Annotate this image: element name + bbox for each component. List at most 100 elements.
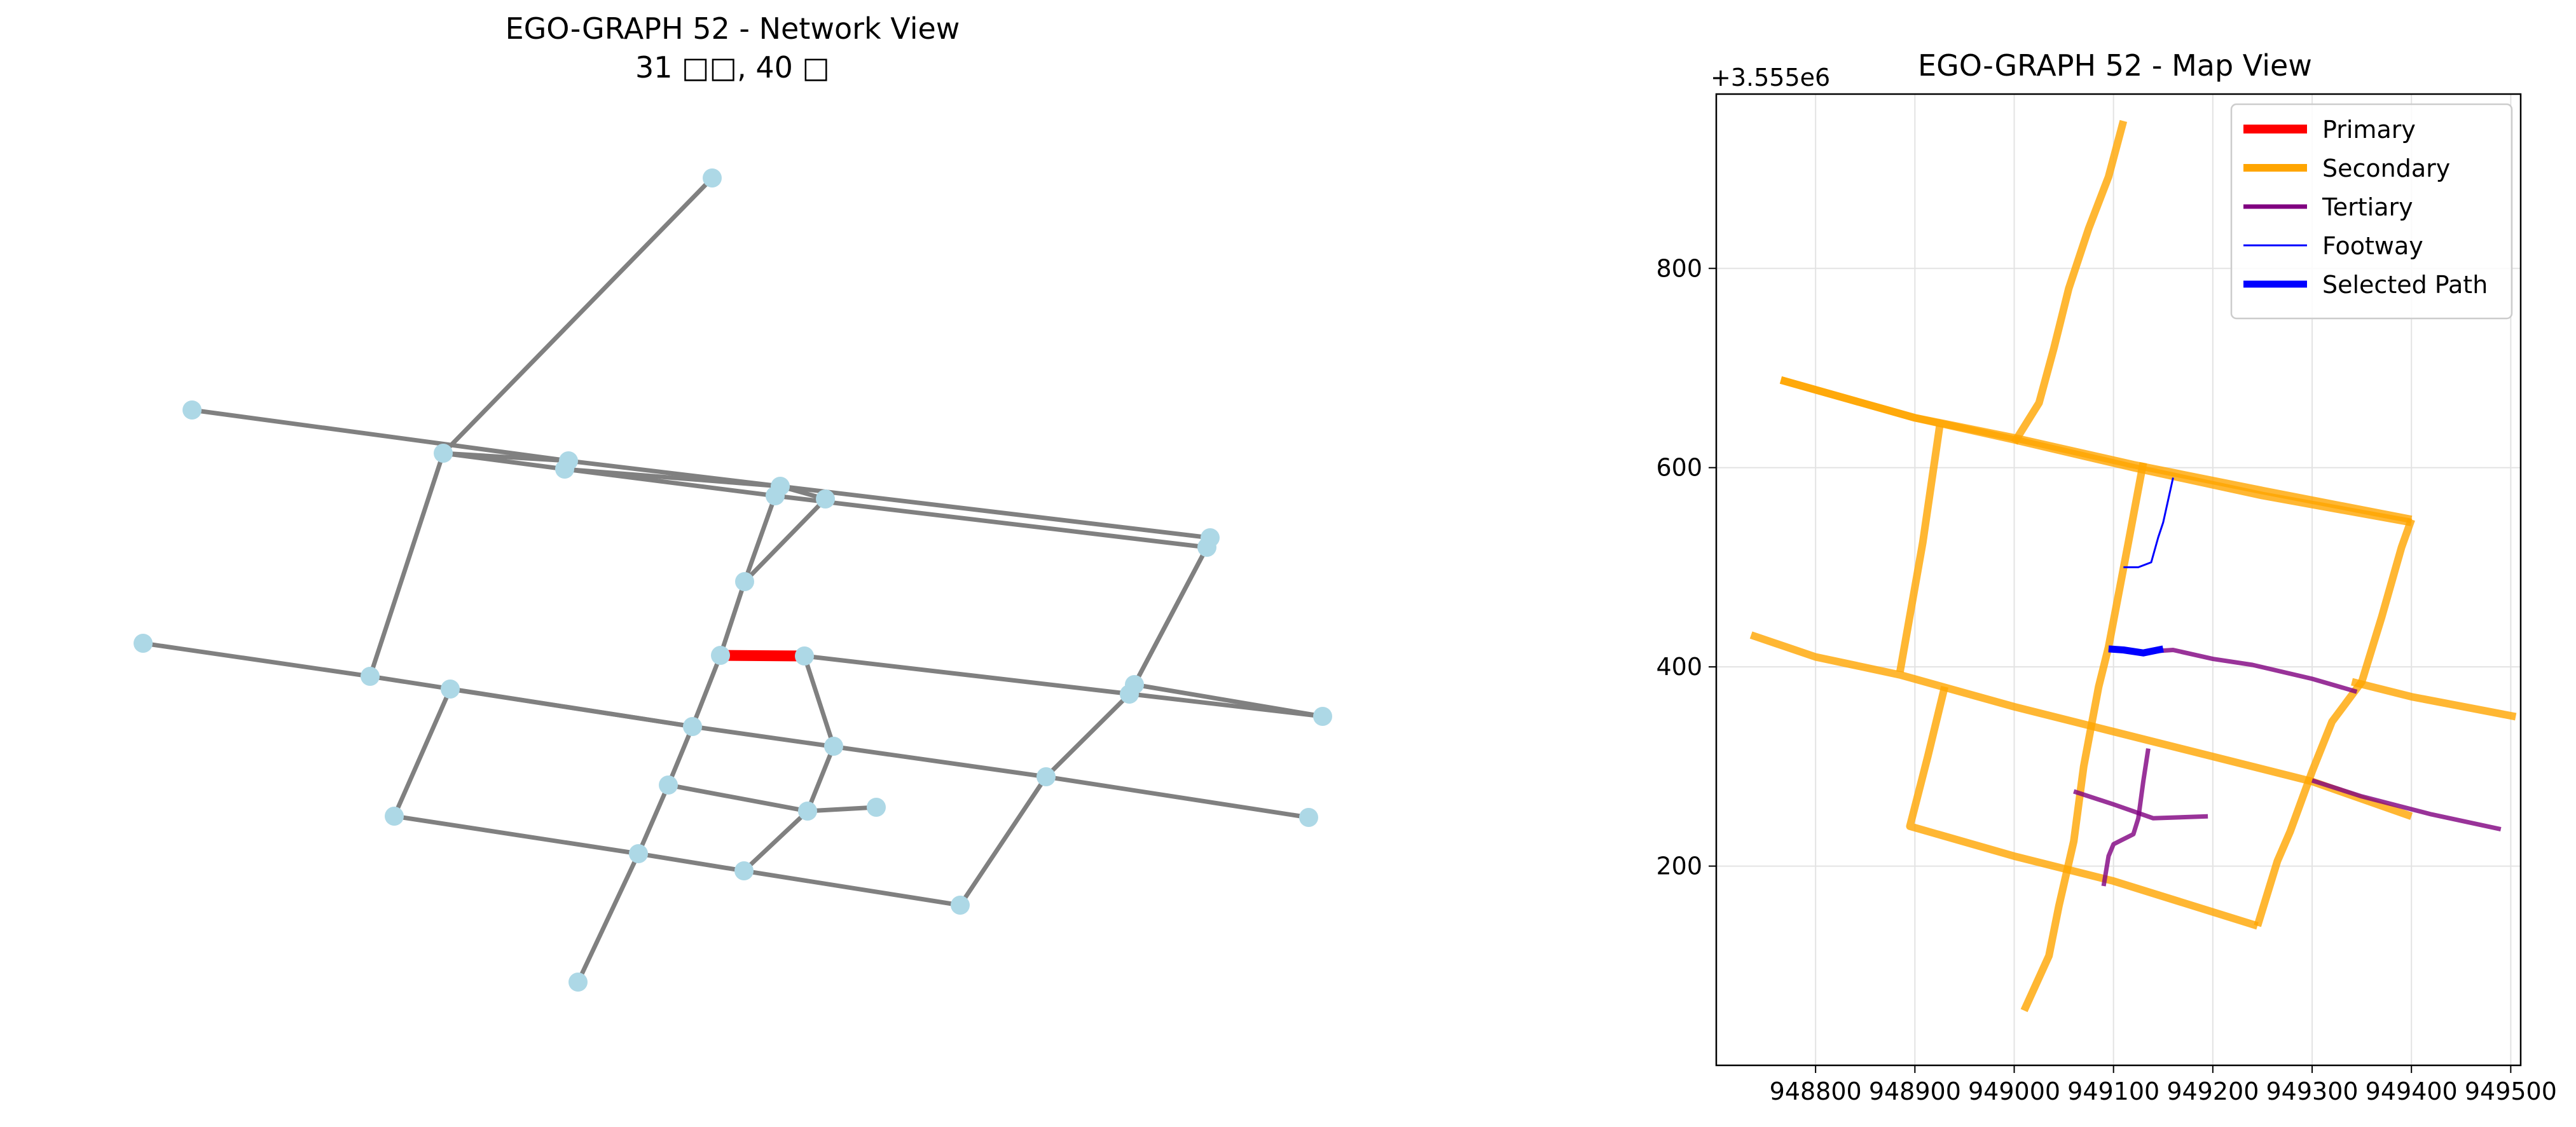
network-highlighted-edge xyxy=(720,650,805,662)
map-y-tick-label: 400 xyxy=(1656,653,1702,681)
network-node xyxy=(629,844,648,863)
network-edge xyxy=(368,451,446,679)
network-node xyxy=(555,460,574,479)
network-node xyxy=(361,667,380,686)
network-edge xyxy=(1043,774,1311,820)
network-edge xyxy=(141,641,373,679)
map-legend: Primary Secondary Tertiary Footway Selected … xyxy=(2230,103,2513,320)
network-edge xyxy=(562,467,783,489)
map-selected-line xyxy=(2108,645,2164,657)
map-y-tick-label: 200 xyxy=(1656,852,1702,880)
map-tertiary-line xyxy=(2073,789,2208,821)
network-edge xyxy=(441,451,571,463)
network-edge xyxy=(805,805,879,814)
map-road-lines xyxy=(1749,120,2517,1013)
map-tertiary-line xyxy=(2101,748,2151,887)
network-edge xyxy=(636,782,671,856)
map-legend-label: Tertiary xyxy=(2322,193,2413,221)
network-node xyxy=(1120,685,1139,704)
map-secondary-line xyxy=(1749,631,2413,820)
network-node xyxy=(735,572,754,591)
map-legend-label: Secondary xyxy=(2322,154,2450,182)
network-edge xyxy=(802,653,1325,719)
network-edge xyxy=(741,868,963,908)
map-x-tick-label: 949100 xyxy=(2067,1077,2159,1105)
map-x-tick-label: 949400 xyxy=(2366,1077,2458,1105)
network-edge xyxy=(802,653,836,749)
map-plot-frame xyxy=(1715,93,2522,1067)
map-tertiary-line xyxy=(2311,778,2502,832)
map-secondary-line xyxy=(2351,678,2517,721)
map-x-axis: 948800 948900 949000 949100 949200 949300 9494… xyxy=(1770,1065,2557,1105)
map-legend-label: Selected Path xyxy=(2322,271,2488,299)
network-node xyxy=(867,798,886,817)
network-edge xyxy=(690,724,1049,779)
map-x-tick-label: 949300 xyxy=(2266,1077,2359,1105)
map-footway-line xyxy=(2123,477,2174,568)
map-x-tick-label: 949500 xyxy=(2465,1077,2557,1105)
map-view-panel: EGO-GRAPH 52 - Map View +3.555e6 948800 9… xyxy=(1656,48,2556,1105)
network-edge xyxy=(1043,692,1132,779)
network-edge xyxy=(441,175,715,456)
network-node xyxy=(1037,767,1056,786)
map-secondary-line xyxy=(2020,461,2147,1013)
network-edge xyxy=(189,407,571,463)
map-x-tick-label: 948900 xyxy=(1869,1077,1961,1105)
network-node xyxy=(1299,808,1318,827)
network-view-subtitle: 31 □□, 40 □ xyxy=(635,50,830,85)
map-x-tick-label: 948800 xyxy=(1770,1077,1862,1105)
map-legend-label: Footway xyxy=(2322,232,2423,260)
map-secondary-line xyxy=(2011,120,2128,445)
map-secondary-line xyxy=(2254,518,2415,927)
map-legend-box xyxy=(2230,103,2513,320)
network-edge xyxy=(773,493,1209,550)
map-x-tick-label: 949000 xyxy=(1968,1077,2060,1105)
network-node xyxy=(711,646,730,665)
network-node xyxy=(824,737,843,756)
network-edge xyxy=(1132,682,1325,719)
network-node xyxy=(798,802,817,821)
network-edge xyxy=(742,493,778,584)
network-edge xyxy=(666,782,810,814)
network-node xyxy=(683,717,702,736)
network-node xyxy=(183,400,202,420)
network-edge xyxy=(392,686,453,819)
network-edge xyxy=(742,496,828,584)
network-edge xyxy=(575,851,641,985)
network-edge xyxy=(690,653,723,729)
network-view-panel: EGO-GRAPH 52 - Network View 31 □□, 40 □ xyxy=(134,11,1332,992)
map-view-title: EGO-GRAPH 52 - Map View xyxy=(1918,48,2312,83)
map-y-tick-label: 800 xyxy=(1656,254,1702,282)
network-edge xyxy=(778,484,1213,540)
map-secondary-line xyxy=(1896,425,1944,673)
map-y-tick-label: 600 xyxy=(1656,454,1702,482)
network-edge xyxy=(718,579,747,658)
network-node xyxy=(951,896,970,915)
network-node xyxy=(1197,538,1216,557)
network-node xyxy=(766,486,785,505)
network-edge xyxy=(392,814,641,856)
network-edge xyxy=(666,724,695,788)
network-edge xyxy=(805,744,836,814)
network-edge xyxy=(1127,545,1209,697)
network-node xyxy=(441,680,460,699)
network-view-title: EGO-GRAPH 52 - Network View xyxy=(506,11,960,46)
network-node xyxy=(795,646,814,666)
network-node xyxy=(703,168,722,188)
network-highlighted-edge-group xyxy=(720,650,805,662)
network-node xyxy=(568,973,588,992)
map-y-offset-label: +3.555e6 xyxy=(1711,64,1830,92)
network-edges xyxy=(141,175,1325,985)
network-node xyxy=(1313,707,1332,726)
network-nodes xyxy=(134,168,1332,992)
network-node xyxy=(734,861,754,880)
map-secondary-line xyxy=(1906,686,2259,930)
network-node xyxy=(134,634,153,653)
network-node xyxy=(434,444,453,463)
network-edge xyxy=(636,851,747,873)
network-edge xyxy=(958,774,1049,908)
network-edge xyxy=(448,686,695,729)
network-node xyxy=(385,807,404,826)
map-x-tick-label: 949200 xyxy=(2166,1077,2259,1105)
